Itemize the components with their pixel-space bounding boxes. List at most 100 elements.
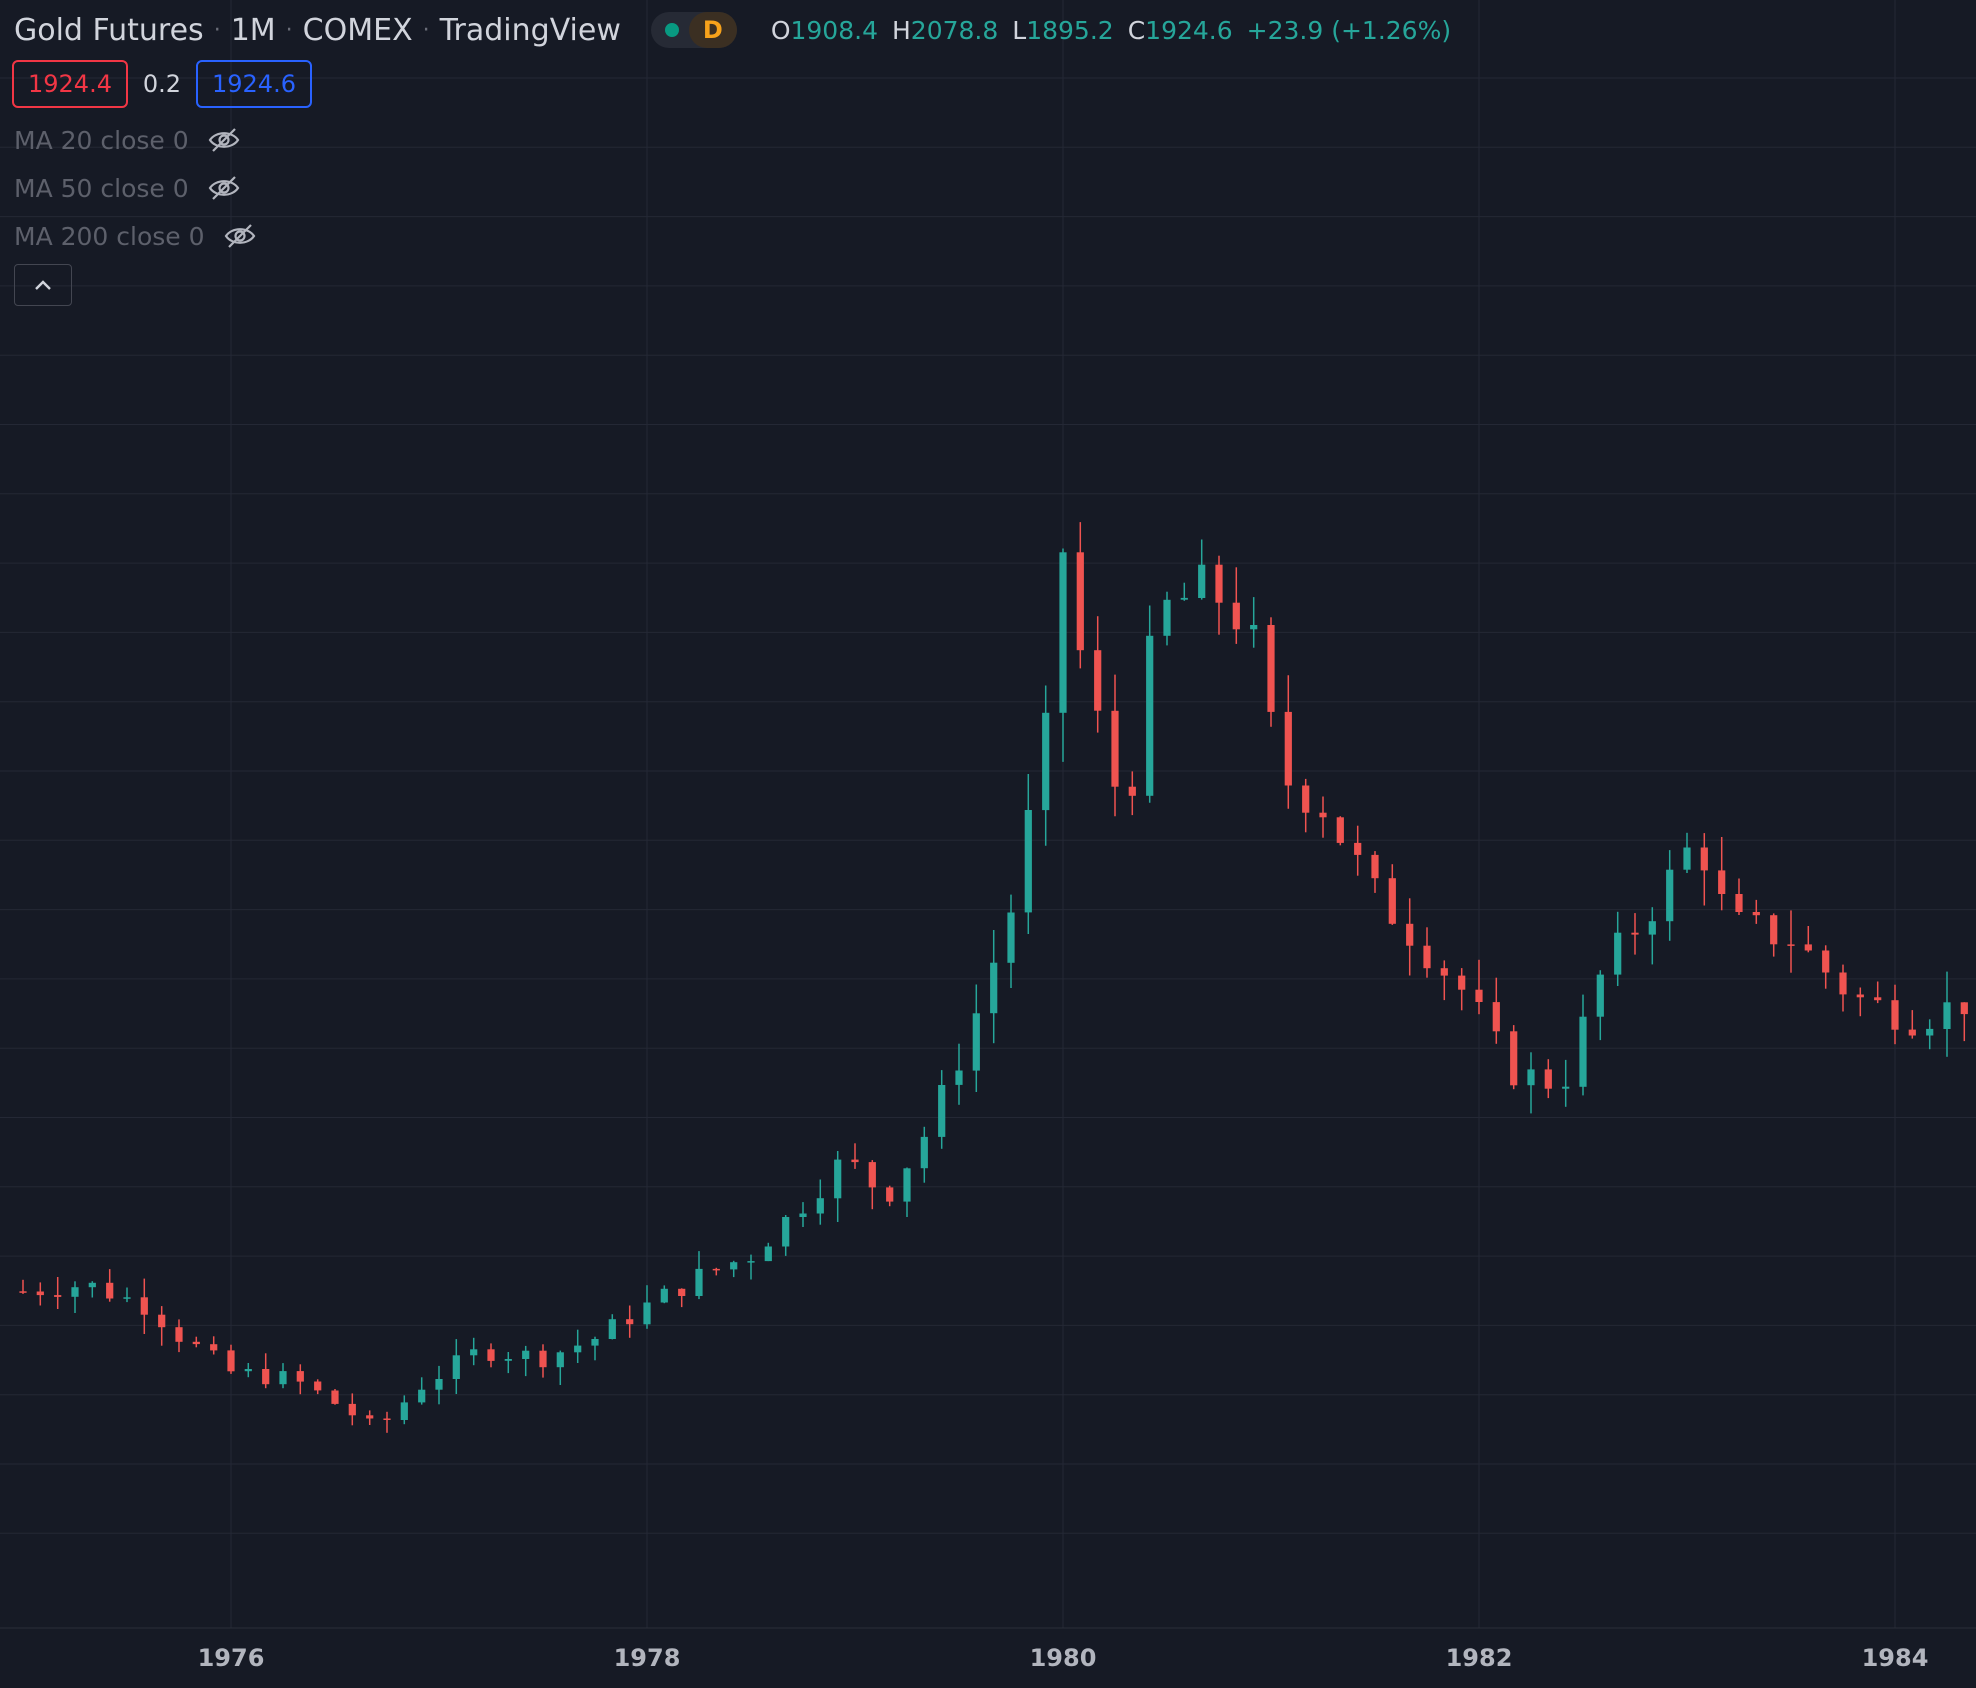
candle-body (1787, 944, 1795, 946)
candle-body (868, 1162, 876, 1188)
chevron-up-icon (35, 280, 51, 290)
grid-lines (0, 0, 1976, 1628)
candle-body (1926, 1028, 1934, 1036)
x-tick-label: 1984 (1862, 1644, 1929, 1672)
candle-body (574, 1345, 582, 1353)
source-label: TradingView (439, 12, 621, 48)
candle-body (816, 1198, 824, 1214)
indicator-label: MA 20 close 0 (14, 125, 189, 155)
candle-body (418, 1389, 426, 1403)
candle-body (920, 1136, 928, 1169)
candle-body (1804, 944, 1812, 951)
symbol-title[interactable]: Gold Futures (14, 12, 204, 48)
candle-body (1284, 711, 1292, 786)
candle-body (1770, 915, 1778, 945)
candle-body (1718, 870, 1726, 894)
candle-body (1458, 975, 1466, 990)
candle-body (1042, 712, 1050, 811)
candle-body (1856, 994, 1864, 998)
candle-body (1752, 912, 1760, 916)
time-axis[interactable]: 197619781980198219841986198819901992 (198, 1644, 1976, 1672)
indicator-ma200[interactable]: MA 200 close 0 (14, 216, 257, 256)
eye-off-icon[interactable] (223, 223, 257, 249)
candle-body (123, 1297, 131, 1299)
candle-body (314, 1381, 322, 1391)
candle-body (1839, 972, 1847, 995)
candle-body (262, 1369, 270, 1385)
indicator-ma20[interactable]: MA 20 close 0 (14, 120, 241, 160)
x-tick-label: 1980 (1030, 1644, 1097, 1672)
close-key: C (1127, 15, 1146, 45)
exchange-label: COMEX (302, 12, 413, 48)
candle-body (1059, 552, 1067, 713)
candle-body (1908, 1029, 1916, 1036)
candle-body (1180, 597, 1188, 600)
candle-body (279, 1371, 287, 1385)
candle-body (1146, 635, 1154, 796)
candle-body (591, 1339, 599, 1346)
candle-body (1527, 1069, 1535, 1086)
candle-body (331, 1390, 339, 1404)
candle-body (1544, 1069, 1552, 1089)
change-value: +23.9 (+1.26%) (1246, 15, 1452, 45)
candle-body (851, 1159, 859, 1163)
collapse-indicators-button[interactable] (14, 264, 72, 306)
candle-body (106, 1282, 114, 1299)
candle-body (71, 1287, 79, 1297)
candle-body (1683, 847, 1691, 870)
candle-body (435, 1379, 443, 1390)
candle-body (747, 1261, 755, 1263)
candle-body (1250, 625, 1258, 630)
candle-body (1094, 650, 1102, 711)
candle-body (1406, 923, 1414, 946)
candle-body (1666, 869, 1674, 922)
candle-body (834, 1159, 842, 1199)
candle-body (556, 1352, 564, 1368)
interval-label[interactable]: 1M (230, 12, 276, 48)
candle-body (990, 962, 998, 1014)
candle-body (1198, 564, 1206, 598)
candle-body (972, 1013, 980, 1071)
candle-body (1267, 625, 1275, 712)
candle-body (244, 1369, 252, 1372)
quote-row: 1924.4 0.2 1924.6 (12, 60, 312, 108)
eye-off-icon[interactable] (207, 175, 241, 201)
open-key: O (770, 15, 791, 45)
high-value: 2078.8 (910, 15, 999, 45)
candle-body (678, 1288, 686, 1296)
indicator-ma50[interactable]: MA 50 close 0 (14, 168, 241, 208)
x-tick-label: 1976 (198, 1644, 265, 1672)
candle-body (1891, 1000, 1899, 1030)
candle-body (296, 1371, 304, 1382)
candle-body (1215, 564, 1223, 603)
candle-body (1700, 847, 1708, 871)
candle-body (539, 1350, 547, 1368)
candle-body (19, 1291, 27, 1293)
candle-body (1163, 599, 1171, 636)
candle-body (608, 1319, 616, 1339)
buy-price-button[interactable]: 1924.6 (195, 60, 312, 108)
x-tick-label: 1982 (1446, 1644, 1513, 1672)
sell-price-button[interactable]: 1924.4 (12, 60, 128, 108)
ohlc-values: O1908.4 H2078.8 L1895.2 C1924.6 +23.9 (+… (771, 16, 1451, 45)
market-open-dot-icon (664, 23, 679, 37)
candle-body (1510, 1031, 1518, 1086)
candle-body (626, 1319, 634, 1325)
candle-body (799, 1213, 807, 1217)
candle-body (1111, 710, 1119, 787)
indicator-label: MA 200 close 0 (14, 221, 205, 251)
candle-body (1960, 1002, 1968, 1015)
candle-body (764, 1246, 772, 1262)
candle-body (886, 1187, 894, 1202)
candle-body (1735, 894, 1743, 912)
delayed-badge: D (688, 12, 737, 48)
candle-body (1024, 810, 1032, 913)
candle-body (210, 1344, 218, 1351)
candle-body (712, 1268, 720, 1271)
eye-off-icon[interactable] (207, 127, 241, 153)
candle-body (1319, 812, 1327, 818)
high-key: H (891, 15, 911, 45)
candle-body (192, 1341, 200, 1345)
market-status[interactable]: D (650, 12, 737, 48)
